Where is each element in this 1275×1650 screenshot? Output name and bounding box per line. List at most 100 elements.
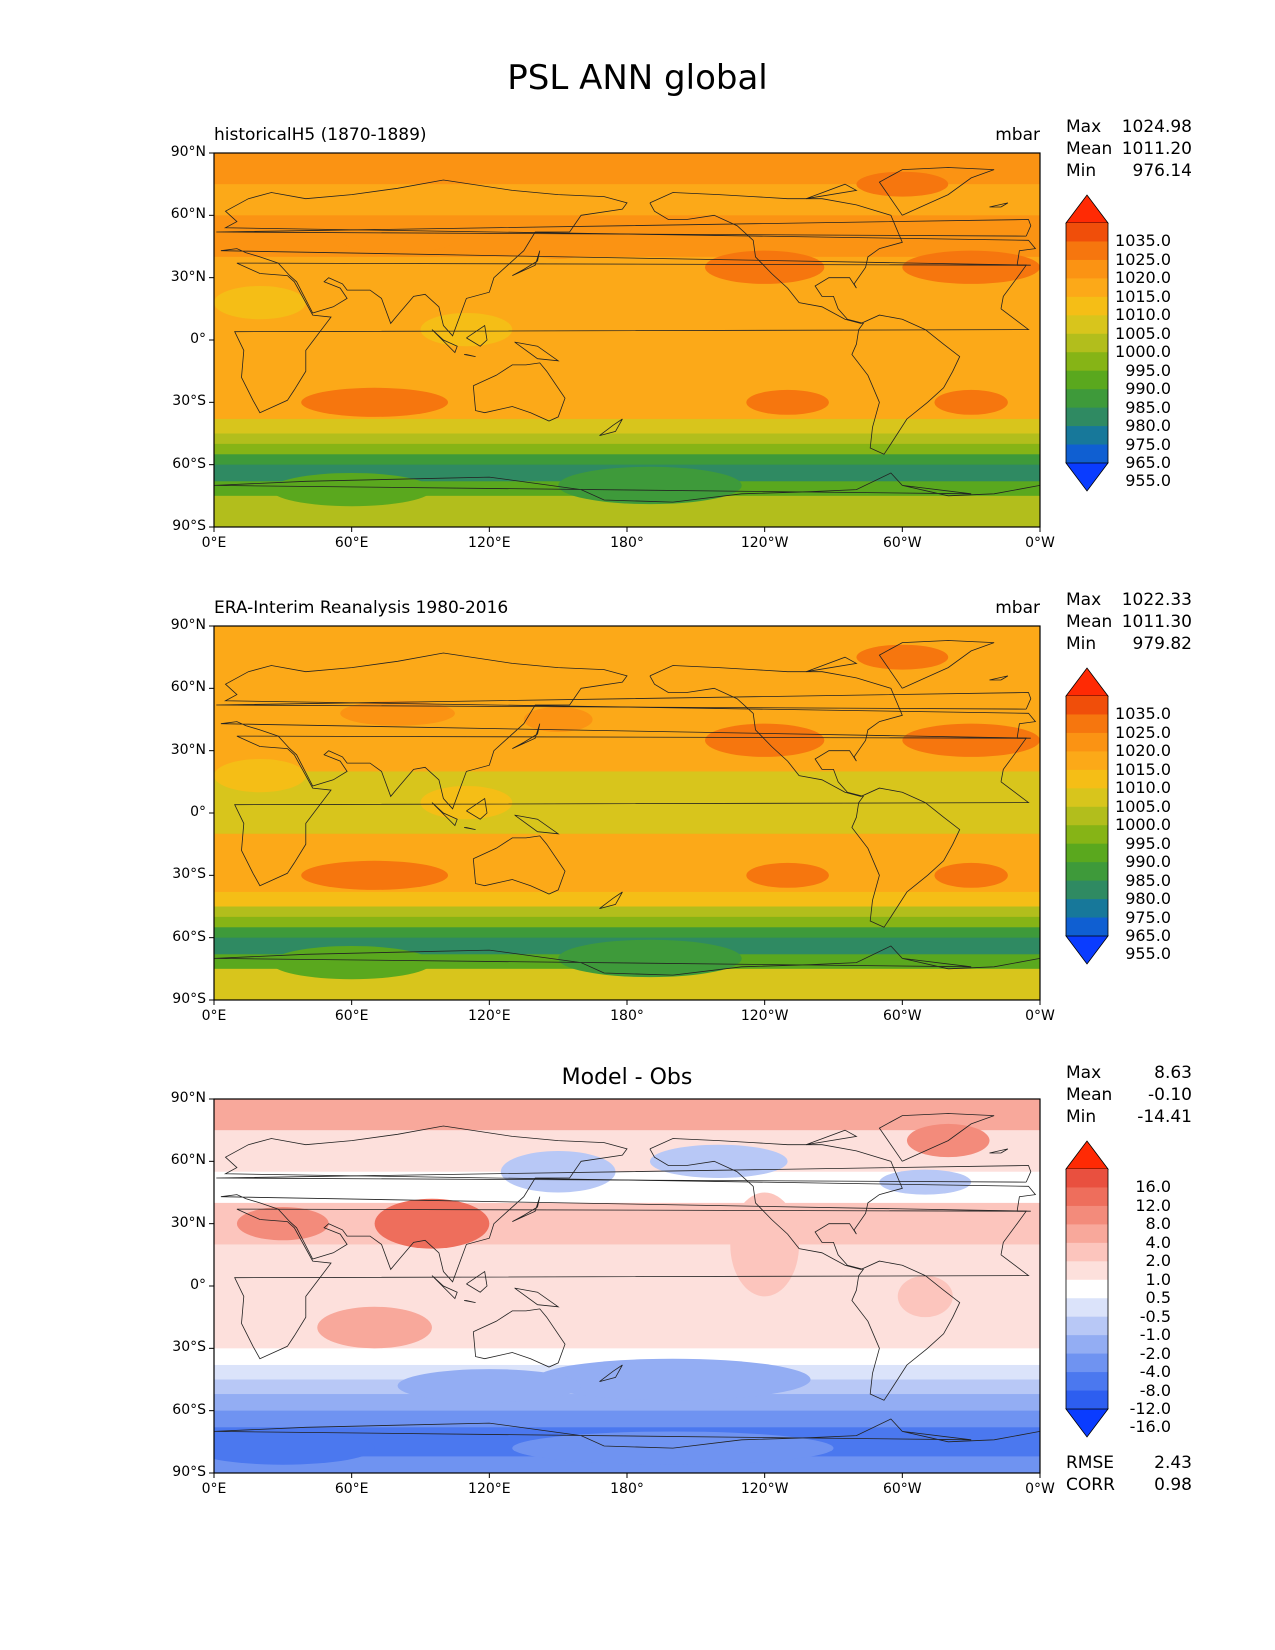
contour-blob xyxy=(397,1369,582,1403)
colorbar-label: 1005.0 xyxy=(1115,323,1171,343)
colorbar-swatch xyxy=(1066,1298,1108,1318)
panel-left-title: ERA-Interim Reanalysis 1980-2016 xyxy=(214,598,509,618)
coastline xyxy=(464,827,476,830)
contour-blob xyxy=(705,250,825,284)
panel-center-title: Model - Obs xyxy=(561,1065,693,1090)
colorbar-bottom-triangle xyxy=(1065,935,1109,965)
stat-value: 976.14 xyxy=(1132,161,1192,181)
x-tick-label: 120°W xyxy=(740,535,789,551)
colorbar-swatch xyxy=(1066,223,1108,242)
x-tick-label: 0°W xyxy=(1025,1481,1055,1497)
metric-value: 0.98 xyxy=(1154,1475,1192,1495)
colorbar-label: -1.0 xyxy=(1139,1325,1171,1345)
x-tick-label: 0°E xyxy=(201,1481,227,1497)
contour-blob xyxy=(558,466,742,505)
contour-blob xyxy=(558,939,742,978)
colorbar-swatch xyxy=(1066,1390,1108,1410)
stat-value: 1011.30 xyxy=(1121,612,1192,632)
colorbar-label: 4.0 xyxy=(1145,1232,1171,1252)
y-tick-label: 60°S xyxy=(172,928,206,945)
stat-value: 979.82 xyxy=(1132,634,1192,654)
contour-blob xyxy=(420,785,513,820)
x-tick-label: 0°E xyxy=(201,1008,227,1024)
colorbar-swatch xyxy=(1066,315,1108,335)
contour-blob xyxy=(301,860,449,890)
colorbar-label: 1020.0 xyxy=(1115,268,1171,288)
colorbar-swatch xyxy=(1066,1316,1108,1336)
contour-blob xyxy=(214,1431,375,1465)
coastline xyxy=(214,1418,1040,1449)
contour-blob xyxy=(934,389,1008,415)
coastline xyxy=(220,1125,1037,1283)
colorbar-swatch xyxy=(1066,899,1108,918)
colorbar-outline xyxy=(1065,223,1109,463)
y-tick-label: 90°S xyxy=(172,991,206,1007)
coastline xyxy=(472,835,566,895)
colorbar-label: -0.5 xyxy=(1139,1306,1171,1326)
colorbar-label: 8.0 xyxy=(1145,1214,1171,1234)
contour-blob xyxy=(214,285,306,320)
coastline xyxy=(464,1300,476,1303)
colorbar-swatch xyxy=(1066,241,1108,261)
panel-left-title: historicalH5 (1870-1889) xyxy=(214,125,427,145)
coastline xyxy=(472,362,566,422)
colorbar-difference xyxy=(1065,1140,1109,1438)
colorbar-reference xyxy=(1065,667,1109,965)
x-tick-label: 60°E xyxy=(334,535,369,551)
coastline xyxy=(214,945,1040,976)
colorbar-swatch xyxy=(1066,751,1108,771)
coastline xyxy=(431,329,458,354)
colorbar-label: 1025.0 xyxy=(1115,249,1171,269)
colorbar-outline xyxy=(1065,696,1109,936)
contour-blob xyxy=(214,758,306,793)
y-tick-label: 30°N xyxy=(170,741,206,758)
colorbar-label: 1035.0 xyxy=(1115,704,1171,724)
coastline xyxy=(878,167,995,216)
panel-units: mbar xyxy=(995,125,1040,145)
colorbar-label: 1005.0 xyxy=(1115,796,1171,816)
colorbar-swatch xyxy=(1066,444,1108,464)
contour-blob xyxy=(856,644,949,670)
colorbar-swatch xyxy=(1066,1353,1108,1373)
contour-blob xyxy=(420,312,513,347)
contour-band xyxy=(214,916,1040,928)
metric-value: 2.43 xyxy=(1154,1453,1192,1473)
map-field-difference xyxy=(214,1099,1040,1473)
coastline xyxy=(514,814,560,835)
stat-value: 1024.98 xyxy=(1121,117,1192,137)
stat-label: Min xyxy=(1066,634,1097,654)
colorbar-label: 975.0 xyxy=(1125,907,1171,927)
coastline xyxy=(512,1196,541,1222)
x-tick-label: 120°W xyxy=(740,1008,789,1024)
colorbar-label: 995.0 xyxy=(1125,833,1171,853)
coastline xyxy=(466,324,488,347)
colorbar-label: 12.0 xyxy=(1135,1195,1171,1215)
colorbar-label: 985.0 xyxy=(1125,397,1171,417)
stat-value: 8.63 xyxy=(1154,1063,1192,1083)
coastline xyxy=(220,652,1037,810)
colorbar-label: 1010.0 xyxy=(1115,305,1171,325)
contour-blob xyxy=(236,1207,329,1241)
colorbar-label: -4.0 xyxy=(1139,1362,1171,1382)
coastline xyxy=(599,891,623,909)
stat-label: Min xyxy=(1066,1107,1097,1127)
y-tick-label: 60°S xyxy=(172,1401,206,1418)
coastline xyxy=(599,418,623,436)
colorbar-swatch xyxy=(1066,389,1108,409)
colorbar-swatch xyxy=(1066,370,1108,390)
contour-band xyxy=(214,454,1040,466)
colorbar-swatch xyxy=(1066,1279,1108,1299)
coastline xyxy=(216,219,1032,237)
contour-band xyxy=(214,298,1040,372)
figure-title: PSL ANN global xyxy=(507,58,768,98)
contour-band xyxy=(214,906,1040,918)
coastline xyxy=(514,341,560,362)
colorbar-bottom-triangle xyxy=(1065,1408,1109,1438)
colorbar-label: 1015.0 xyxy=(1115,759,1171,779)
x-tick-label: 120°E xyxy=(468,1481,511,1497)
contour-band xyxy=(214,1394,1040,1412)
coastline xyxy=(805,183,858,200)
stat-label: Mean xyxy=(1066,612,1113,632)
x-tick-label: 120°E xyxy=(468,535,511,551)
colorbar-label: 965.0 xyxy=(1125,453,1171,472)
